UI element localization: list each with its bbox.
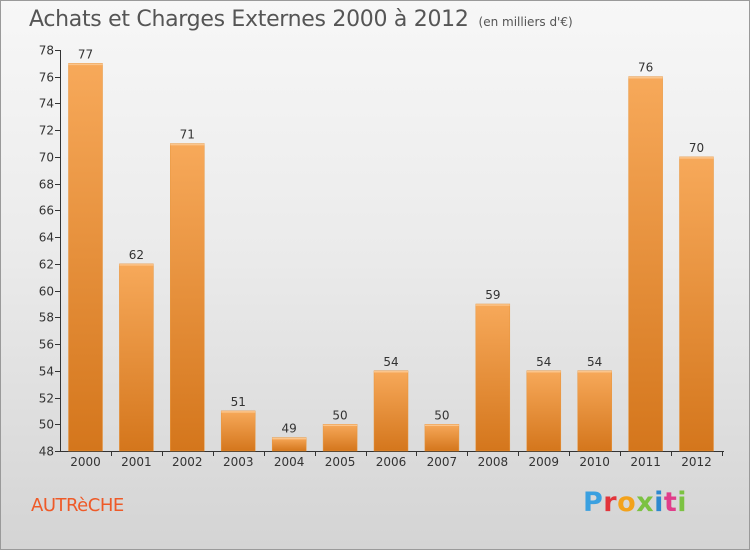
y-tick-label: 52 <box>39 392 54 406</box>
logo-letter: r <box>603 487 618 518</box>
bar-2008 <box>475 303 511 452</box>
x-tick-label-2001: 2001 <box>121 455 152 469</box>
y-tick-label: 54 <box>39 365 54 379</box>
bar-2009 <box>526 370 562 452</box>
value-label-2008: 59 <box>485 288 500 302</box>
value-label-2006: 54 <box>383 355 398 369</box>
bar-2007 <box>424 424 460 452</box>
value-label-2004: 49 <box>282 422 297 436</box>
y-tick-label: 70 <box>39 151 54 165</box>
y-tick-label: 48 <box>39 445 54 459</box>
x-tick-label-2012: 2012 <box>681 455 712 469</box>
value-label-2005: 50 <box>332 408 347 422</box>
value-label-2009: 54 <box>536 355 551 369</box>
value-label-2007: 50 <box>434 408 449 422</box>
proxiti-logo: Proxiti <box>583 487 687 518</box>
bar-2010 <box>577 370 612 452</box>
x-tick-label-2002: 2002 <box>172 455 203 469</box>
logo-letter: x <box>636 487 655 518</box>
x-tick-label-2007: 2007 <box>427 455 458 469</box>
x-tick-label-2009: 2009 <box>528 455 559 469</box>
y-tick-label: 66 <box>39 204 54 218</box>
y-tick-label: 68 <box>39 178 54 192</box>
logo-letter: t <box>663 487 678 518</box>
bar-2011 <box>628 76 663 452</box>
logo-letter: i <box>677 487 688 518</box>
bar-2004 <box>271 437 307 452</box>
value-label-2012: 70 <box>689 141 704 155</box>
chart-value-labels: 77 62 71 51 49 50 54 50 59 54 54 76 70 <box>78 47 704 435</box>
bar-2012 <box>679 156 714 452</box>
bar-2006 <box>373 370 409 452</box>
x-tick-label-2000: 2000 <box>70 455 101 469</box>
city-name: AUTRèCHE <box>31 495 124 516</box>
y-tick-label: 60 <box>39 285 54 299</box>
chart-bars <box>68 63 714 452</box>
bar-2001 <box>119 263 154 452</box>
bar-2000 <box>68 63 103 452</box>
y-tick-label: 50 <box>39 418 54 432</box>
logo-letter: i <box>654 487 664 518</box>
chart-subtitle: (en milliers d'€) <box>478 15 573 29</box>
x-tick-label-2008: 2008 <box>478 455 509 469</box>
x-tick-label-2010: 2010 <box>579 455 610 469</box>
y-tick-label: 62 <box>39 258 54 272</box>
bar-2003 <box>220 410 256 452</box>
value-label-2010: 54 <box>587 355 602 369</box>
bar-2002 <box>170 143 205 452</box>
value-label-2003: 51 <box>231 395 246 409</box>
y-tick-label: 56 <box>39 338 54 352</box>
logo-letter: P <box>583 487 604 518</box>
chart-title: Achats et Charges Externes 2000 à 2012 (e… <box>29 7 573 32</box>
bar-2005 <box>322 424 358 452</box>
logo-letter: o <box>617 487 637 518</box>
chart-title-text: Achats et Charges Externes 2000 à 2012 <box>29 7 469 32</box>
value-label-2011: 76 <box>638 61 653 75</box>
value-label-2001: 62 <box>129 248 144 262</box>
y-tick-label: 78 <box>39 44 54 58</box>
x-tick-label-2005: 2005 <box>325 455 356 469</box>
y-tick-label: 58 <box>39 311 54 325</box>
y-tick-label: 72 <box>39 124 54 138</box>
x-tick-label-2003: 2003 <box>223 455 254 469</box>
x-tick-label-2011: 2011 <box>630 455 661 469</box>
y-tick-label: 74 <box>39 97 54 111</box>
value-label-2002: 71 <box>180 128 195 142</box>
y-tick-label: 64 <box>39 231 54 245</box>
y-tick-label: 76 <box>39 71 54 85</box>
x-tick-label-2006: 2006 <box>376 455 407 469</box>
x-tick-label-2004: 2004 <box>274 455 305 469</box>
chart-axes: 48 50 52 54 56 58 60 62 64 66 68 70 72 74 76 78 2000 2001… <box>39 44 724 469</box>
value-label-2000: 77 <box>78 47 93 61</box>
